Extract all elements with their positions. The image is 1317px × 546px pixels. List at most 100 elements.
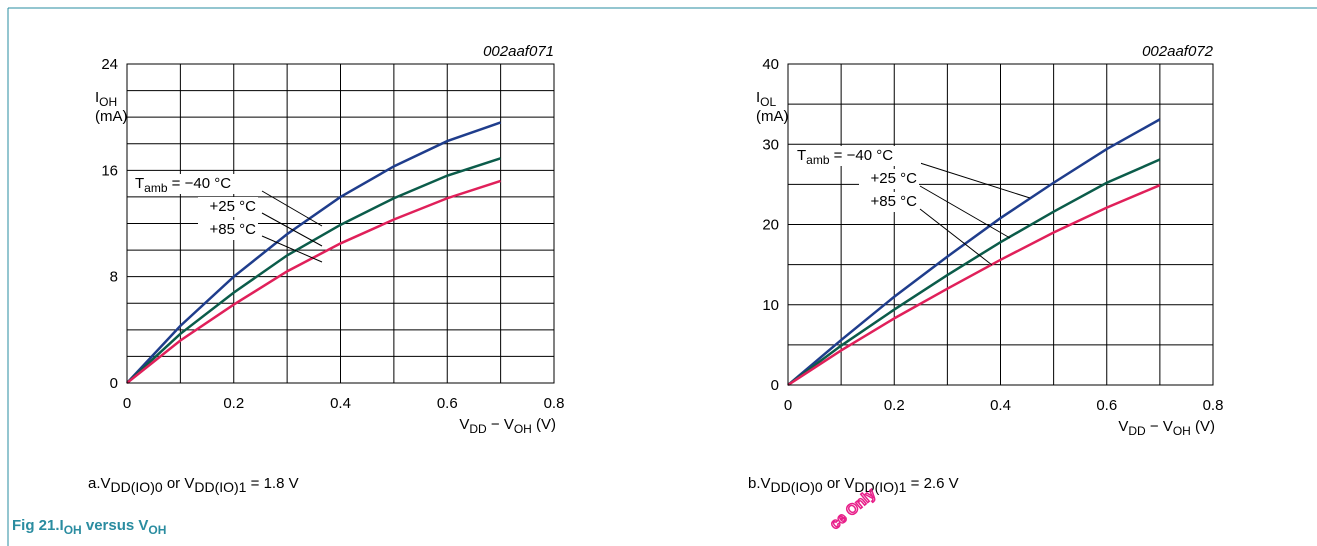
y-tick-label: 16	[101, 162, 118, 179]
x-axis-label: VDD − VOH (V)	[459, 416, 556, 436]
series-line	[126, 121, 502, 384]
text-part: (V)	[532, 416, 556, 433]
y-tick-label: 0	[771, 377, 779, 394]
text-part: V	[1118, 418, 1128, 435]
text-part: versus V	[82, 517, 149, 534]
x-tick-label: 0.4	[330, 395, 351, 412]
subscript: OH	[99, 95, 117, 109]
subscript: OH	[514, 422, 532, 436]
label-background	[859, 169, 919, 189]
series-label: +25 °C	[871, 170, 918, 187]
series-label: Tamb = −40 °C	[797, 147, 893, 167]
text-part: − V	[1146, 418, 1173, 435]
leader-line	[919, 208, 993, 266]
text-part: = 2.6 V	[906, 475, 958, 492]
series-name: +25 °C	[210, 198, 257, 215]
leader-line	[261, 235, 323, 263]
series-name: +25 °C	[871, 170, 918, 187]
text-part: I	[60, 517, 64, 534]
leader-line	[919, 162, 1031, 199]
x-tick-label: 0	[784, 397, 792, 414]
x-tick-label: 0.2	[223, 395, 244, 412]
subscript: amb	[806, 153, 830, 167]
label-background	[198, 220, 258, 240]
subscript: OH	[148, 523, 166, 537]
x-tick-label: 0.8	[544, 395, 565, 412]
text-part: or V	[163, 475, 195, 492]
text-part: V	[459, 416, 469, 433]
y-axis-label: IOH	[95, 89, 117, 109]
series-line	[787, 118, 1161, 386]
series-line	[126, 157, 502, 384]
label-background	[795, 146, 921, 166]
text-part: =	[830, 147, 847, 164]
y-tick-label: 30	[762, 136, 779, 153]
leader-line	[919, 185, 1011, 239]
y-axis-unit: (mA)	[756, 108, 789, 125]
label-background	[133, 174, 259, 194]
y-tick-label: 20	[762, 217, 779, 234]
series-label: +85 °C	[210, 221, 257, 238]
subscript: DD	[1128, 424, 1146, 438]
caption-label: b.	[748, 475, 761, 492]
series-label: Tamb = −40 °C	[135, 175, 231, 195]
caption: b.VDD(IO)0 or VDD(IO)1 = 2.6 V	[748, 475, 959, 495]
series-label: +85 °C	[871, 193, 918, 210]
series-line	[787, 184, 1161, 387]
series-label: +25 °C	[210, 198, 257, 215]
x-tick-label: 0	[123, 395, 131, 412]
figure-number: Fig 21.	[12, 517, 60, 534]
series-line	[787, 158, 1161, 387]
text-part: I	[756, 89, 760, 106]
subscript: OL	[760, 95, 776, 109]
subscript: DD	[469, 422, 487, 436]
subscript: DD(IO)1	[194, 479, 246, 495]
plot-frame	[787, 63, 1214, 386]
figure-code: 002aaf072	[1142, 43, 1214, 60]
x-axis-label: VDD − VOH (V)	[1118, 418, 1215, 438]
leader-line	[261, 190, 323, 227]
subscript: amb	[144, 181, 168, 195]
caption-label: a.	[88, 475, 101, 492]
text-part: =	[168, 175, 185, 192]
plot-frame	[126, 63, 555, 384]
text-part: V	[761, 475, 771, 492]
leader-line	[261, 212, 323, 247]
x-tick-label: 0.4	[990, 397, 1011, 414]
x-tick-label: 0.2	[884, 397, 905, 414]
figure-caption: Fig 21.IOH versus VOH	[12, 517, 166, 537]
series-name: +85 °C	[871, 193, 918, 210]
series-line	[126, 179, 502, 384]
text-part: = 1.8 V	[246, 475, 298, 492]
caption: a.VDD(IO)0 or VDD(IO)1 = 1.8 V	[88, 475, 299, 495]
y-tick-label: 40	[762, 56, 779, 73]
subscript: DD(IO)1	[854, 479, 906, 495]
y-tick-label: 10	[762, 297, 779, 314]
figure-code: 002aaf071	[483, 43, 554, 60]
y-tick-label: 24	[101, 56, 118, 73]
x-tick-label: 0.6	[1096, 397, 1117, 414]
series-name: +85 °C	[210, 221, 257, 238]
text-part: I	[95, 89, 99, 106]
text-part: or V	[823, 475, 855, 492]
text-part: (V)	[1191, 418, 1215, 435]
text-part: T	[135, 175, 144, 192]
x-tick-label: 0.8	[1203, 397, 1224, 414]
text-part: T	[797, 147, 806, 164]
subscript: DD(IO)0	[111, 479, 163, 495]
y-tick-label: 8	[110, 269, 118, 286]
x-tick-label: 0.6	[437, 395, 458, 412]
label-background	[198, 197, 258, 217]
subscript: OH	[64, 523, 82, 537]
text-part: − V	[487, 416, 514, 433]
series-name: −40 °C	[185, 175, 232, 192]
label-background	[859, 192, 919, 212]
subscript: OH	[1173, 424, 1191, 438]
y-axis-unit: (mA)	[95, 108, 128, 125]
y-tick-label: 0	[110, 375, 118, 392]
y-axis-label: IOL	[756, 89, 777, 109]
series-name: −40 °C	[847, 147, 894, 164]
text-part: V	[101, 475, 111, 492]
